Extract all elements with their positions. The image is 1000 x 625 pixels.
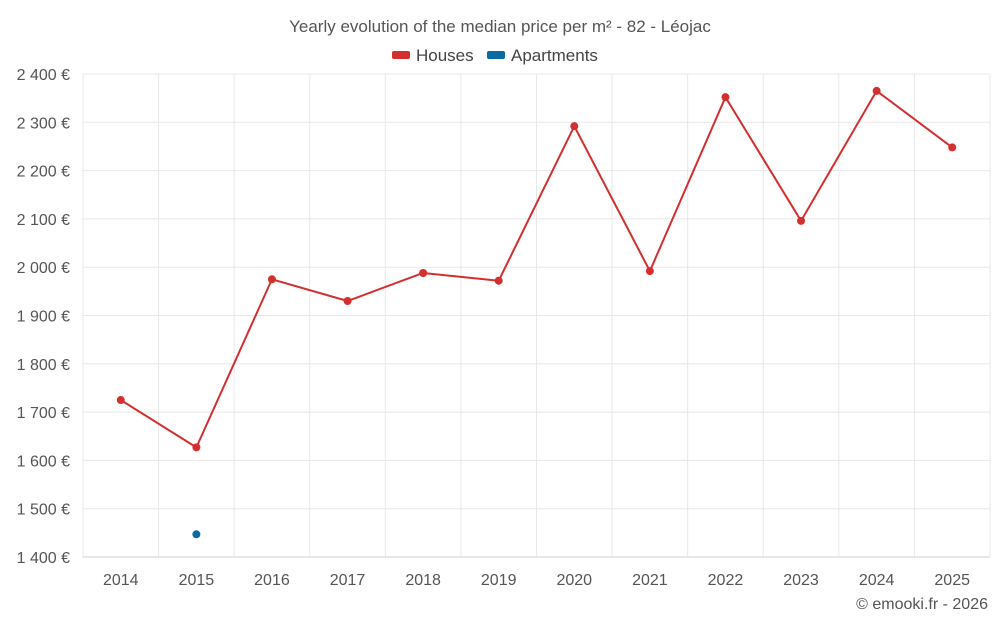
data-point-houses[interactable] bbox=[419, 268, 428, 277]
x-tick-label: 2021 bbox=[632, 572, 668, 589]
x-tick-label: 2016 bbox=[254, 572, 290, 589]
y-tick-label: 1 700 € bbox=[17, 405, 70, 422]
data-point-houses[interactable] bbox=[267, 275, 276, 284]
data-point-houses[interactable] bbox=[948, 143, 957, 152]
x-tick-label: 2017 bbox=[330, 572, 366, 589]
x-tick-label: 2020 bbox=[556, 572, 592, 589]
chart-title: Yearly evolution of the median price per… bbox=[289, 17, 711, 36]
data-point-houses[interactable] bbox=[494, 276, 503, 285]
series bbox=[116, 86, 957, 539]
data-point-houses[interactable] bbox=[872, 86, 881, 95]
x-tick-label: 2022 bbox=[708, 572, 744, 589]
data-point-houses[interactable] bbox=[570, 122, 579, 131]
x-tick-label: 2018 bbox=[405, 572, 441, 589]
data-point-houses[interactable] bbox=[645, 267, 654, 276]
grid bbox=[82, 73, 991, 558]
y-tick-label: 1 600 € bbox=[17, 453, 70, 470]
data-point-houses[interactable] bbox=[192, 443, 201, 452]
y-tick-label: 1 900 € bbox=[17, 309, 70, 326]
y-tick-label: 2 400 € bbox=[17, 67, 70, 84]
credit-text: © emooki.fr - 2026 bbox=[856, 596, 988, 613]
y-tick-label: 2 100 € bbox=[17, 212, 70, 229]
data-point-apartments[interactable] bbox=[192, 530, 201, 539]
y-axis-ticks: 1 400 € 1 500 € 1 600 € 1 700 € 1 800 € 1 900… bbox=[17, 67, 70, 567]
legend-label-apartments: Apartments bbox=[511, 46, 598, 65]
legend-item-houses[interactable]: Houses bbox=[392, 46, 474, 65]
series-line-houses bbox=[120, 89, 953, 449]
y-tick-label: 1 500 € bbox=[17, 502, 70, 519]
data-point-houses[interactable] bbox=[721, 93, 730, 102]
y-tick-label: 2 300 € bbox=[17, 115, 70, 132]
data-point-houses[interactable] bbox=[797, 216, 806, 225]
legend-swatch-houses bbox=[392, 51, 410, 59]
x-tick-label: 2023 bbox=[783, 572, 819, 589]
data-point-houses[interactable] bbox=[343, 297, 352, 306]
y-tick-label: 1 800 € bbox=[17, 357, 70, 374]
data-point-houses[interactable] bbox=[116, 396, 125, 405]
legend-item-apartments[interactable]: Apartments bbox=[487, 46, 598, 65]
x-axis-ticks: 2014 2015 2016 2017 2018 2019 2020 2021 2022 2023… bbox=[103, 572, 970, 589]
x-tick-label: 2019 bbox=[481, 572, 517, 589]
x-tick-label: 2024 bbox=[859, 572, 895, 589]
legend-label-houses: Houses bbox=[416, 46, 474, 65]
y-tick-label: 1 400 € bbox=[17, 550, 70, 567]
y-tick-label: 2 200 € bbox=[17, 164, 70, 181]
chart-legend: Houses Apartments bbox=[392, 46, 598, 65]
y-tick-label: 2 000 € bbox=[17, 260, 70, 277]
x-tick-label: 2014 bbox=[103, 572, 139, 589]
x-tick-label: 2015 bbox=[179, 572, 215, 589]
legend-swatch-apartments bbox=[487, 51, 505, 59]
x-tick-label: 2025 bbox=[934, 572, 970, 589]
